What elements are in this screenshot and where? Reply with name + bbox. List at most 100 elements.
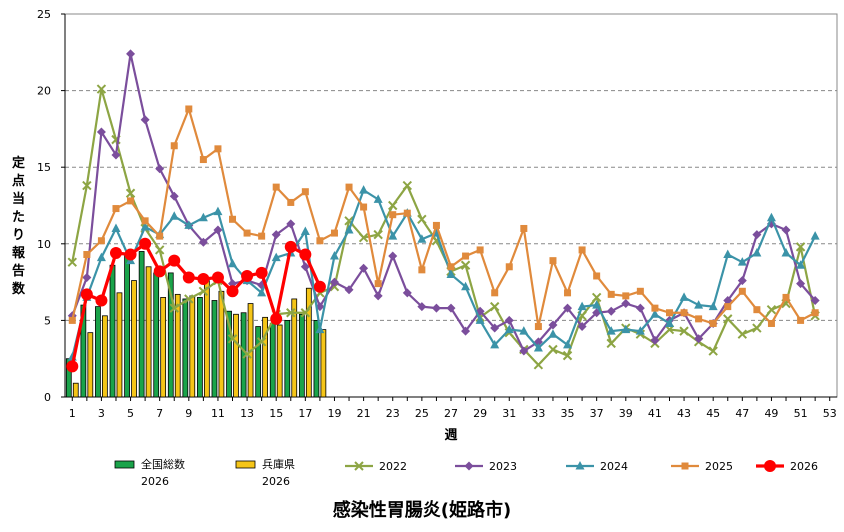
point-2022 [606, 338, 616, 349]
point-2025 [578, 246, 586, 254]
point-2025 [403, 209, 411, 217]
point-2023 [752, 230, 762, 240]
point-2025 [345, 183, 353, 191]
point-2025 [797, 316, 805, 324]
point-2024 [664, 318, 674, 327]
legend-label: 2023 [489, 460, 517, 473]
point-2023 [169, 191, 179, 201]
bar-national [153, 272, 160, 398]
x-tick-label: 7 [156, 407, 163, 420]
point-2024 [271, 252, 281, 262]
point-2025 [709, 319, 717, 327]
point-2024 [184, 220, 194, 229]
point-2022-stroke [169, 303, 179, 313]
point-2023 [300, 262, 310, 272]
point-2022 [227, 334, 238, 344]
point-2024 [461, 281, 471, 291]
point-2024 [635, 326, 645, 335]
point-2022 [402, 180, 413, 191]
point-2024 [650, 309, 660, 318]
point-2023 [126, 49, 136, 59]
point-2023 [694, 334, 704, 344]
point-2025 [170, 142, 178, 150]
point-2024 [329, 251, 339, 260]
point-2024 [111, 223, 121, 232]
point-2022 [242, 349, 252, 359]
y-tick-label: 15 [37, 161, 51, 174]
bar-hyogo [291, 298, 298, 398]
series-line-2023 [71, 52, 816, 353]
bar-hyogo [174, 293, 181, 398]
x-tick-label: 1 [69, 407, 76, 420]
point-2024 [213, 206, 223, 216]
point-2022 [198, 286, 209, 296]
point-2026 [284, 240, 297, 253]
point-2025 [97, 237, 105, 245]
bar-national [313, 319, 320, 398]
point-2026 [299, 248, 312, 261]
x-axis-label: 週 [444, 428, 457, 443]
legend-swatch-bar [114, 460, 135, 469]
point-2024 [300, 226, 310, 236]
bar-national [269, 323, 276, 398]
point-2023 [82, 273, 92, 283]
x-tick-label: 31 [502, 407, 516, 420]
point-2022-stroke [242, 349, 252, 359]
x-tick-label: 19 [327, 407, 341, 420]
point-2025 [229, 215, 237, 223]
bar-national [298, 313, 305, 398]
point-2025 [389, 211, 397, 219]
y-tick-label: 10 [37, 238, 51, 251]
point-2022-stroke [227, 334, 238, 344]
point-2023 [431, 303, 441, 313]
point-2022-stroke [795, 242, 806, 252]
bar-hyogo [262, 316, 268, 398]
bar-national [138, 251, 145, 398]
point-2022 [737, 329, 748, 339]
bar-hyogo [72, 382, 79, 398]
point-2022-stroke [577, 311, 587, 321]
point-2022 [591, 292, 602, 303]
bar-hyogo [160, 297, 167, 398]
point-2022 [286, 308, 296, 318]
point-2025 [476, 246, 484, 254]
point-2022 [723, 314, 733, 324]
point-2022 [125, 188, 136, 198]
point-2022-stroke [548, 344, 558, 355]
point-2024 [198, 212, 208, 222]
point-2022 [373, 229, 383, 240]
point-2022-stroke [417, 214, 427, 224]
point-2025 [360, 203, 368, 211]
point-2025 [724, 303, 732, 311]
point-2024 [359, 185, 369, 194]
point-2026 [211, 271, 224, 284]
point-2026 [80, 288, 93, 301]
bar-national [197, 297, 203, 398]
bar-hyogo [320, 329, 327, 398]
point-2026 [270, 312, 283, 325]
bar-hyogo [218, 290, 225, 398]
point-2022 [67, 257, 77, 267]
legend-label: 兵庫県 [262, 457, 295, 471]
point-2026 [241, 269, 254, 282]
x-tick-label: 49 [764, 407, 778, 420]
point-2022 [358, 232, 369, 243]
point-2024 [548, 329, 558, 338]
point-2025 [695, 315, 703, 323]
point-2025 [156, 232, 164, 240]
point-2023 [96, 127, 106, 137]
x-tick-label: 29 [473, 407, 487, 420]
point-2025 [214, 145, 222, 153]
point-2022-stroke [125, 188, 136, 198]
legend-marker-2022-stroke [354, 461, 364, 471]
x-tick-label: 51 [794, 407, 808, 420]
point-2025 [636, 287, 644, 295]
y-tick-label: 20 [37, 85, 51, 98]
point-2024 [169, 211, 179, 220]
point-2022 [766, 304, 777, 315]
point-2025 [520, 224, 528, 232]
point-2022-stroke [737, 329, 748, 339]
x-tick-label: 27 [444, 407, 458, 420]
point-2023 [621, 299, 631, 309]
